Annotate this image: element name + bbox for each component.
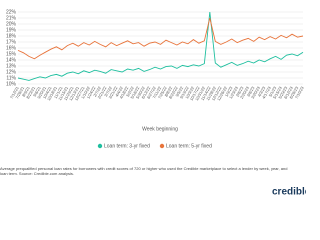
y-tick-label: 15% [6, 51, 17, 57]
series-line [17, 17, 304, 60]
x-axis-title: Week beginning [142, 126, 178, 132]
y-tick-label: 19% [6, 27, 17, 33]
x-tick-label: 8/8/22 [163, 85, 173, 98]
x-tick-label: 2/20/23 [239, 85, 250, 100]
x-tick-label: 3/6/23 [246, 85, 256, 98]
x-tick-label: 5/2/22 [125, 85, 135, 98]
logo: credible [272, 187, 306, 198]
legend-swatch [159, 143, 165, 149]
x-tick-label: 7/11/22 [151, 85, 162, 99]
x-tick-label: 1/10/22 [80, 85, 91, 100]
y-tick-label: 11% [6, 75, 16, 81]
x-tick-label: 2/6/23 [235, 85, 245, 98]
x-tick-label: 4/17/23 [261, 85, 272, 100]
x-tick-label: 8/22/22 [168, 85, 179, 100]
x-tick-label: 1/24/22 [86, 85, 97, 100]
x-tick-label: 4/18/22 [118, 85, 129, 100]
x-tick-label: 6/26/23 [288, 85, 299, 100]
y-tick-label: 18% [6, 33, 17, 39]
x-tick-label: 7/26/21 [14, 85, 25, 100]
x-tick-label: 6/13/22 [140, 85, 151, 100]
x-tick-label: 9/19/22 [179, 85, 190, 100]
x-tick-label: 3/21/22 [107, 85, 118, 100]
x-tick-label: 5/15/23 [272, 85, 283, 100]
caption-box: Average prequalified personal loan rates… [0, 166, 288, 176]
y-tick-label: 22% [6, 9, 17, 15]
x-tick-label: 11/1/21 [53, 85, 64, 99]
x-tick-label: 6/27/22 [146, 85, 157, 100]
x-tick-label: 3/7/22 [103, 85, 113, 98]
x-tick-label: 9/5/22 [174, 85, 184, 98]
chart: Week beginning Average prequalified pers… [0, 9, 306, 198]
x-tick-label: 2/7/22 [92, 85, 102, 98]
legend-label: Loan term: 3-yr fixed [104, 143, 150, 149]
x-tick-label: 9/20/21 [36, 85, 47, 100]
x-tick-label: 4/4/22 [114, 85, 124, 98]
x-tick-label: 6/12/23 [283, 85, 294, 100]
y-tick-label: 10% [6, 81, 17, 87]
x-tick-label: 10/4/21 [42, 85, 53, 100]
legend-swatch [97, 143, 103, 149]
x-tick-label: 10/3/22 [184, 85, 195, 100]
x-tick-label: 3/20/23 [250, 85, 261, 100]
y-tick-label: 16% [6, 45, 17, 51]
x-tick-label: 9/6/21 [32, 85, 42, 98]
y-tick-label: 20% [6, 21, 17, 27]
x-tick-label: 8/9/21 [21, 85, 31, 98]
x-tick-label: 5/29/23 [277, 85, 288, 100]
caption: Average prequalified personal loan rates… [0, 166, 288, 176]
legend-label: Loan term: 5-yr fixed [166, 143, 212, 149]
x-tick-label: 7/25/22 [157, 85, 168, 100]
y-tick-label: 21% [6, 15, 17, 21]
x-tick-label: 1/23/23 [228, 85, 239, 100]
x-tick-label: 1/9/23 [224, 85, 234, 98]
x-tick-label: 5/16/22 [129, 85, 140, 100]
x-tick-label: 5/30/22 [135, 85, 146, 100]
y-tick-label: 17% [6, 39, 17, 45]
x-tick-label: 4/3/23 [257, 85, 267, 98]
y-tick-label: 14% [6, 57, 17, 63]
y-tick-label: 12% [6, 69, 17, 75]
series-line [17, 11, 304, 81]
x-tick-label: 7/10/23 [294, 85, 305, 100]
x-tick-label: 7/12/21 [9, 85, 20, 100]
y-tick-label: 13% [6, 63, 17, 69]
x-tick-label: 5/1/23 [267, 85, 277, 98]
x-tick-label: 8/23/21 [25, 85, 36, 100]
x-tick-label: 2/21/22 [96, 85, 107, 100]
